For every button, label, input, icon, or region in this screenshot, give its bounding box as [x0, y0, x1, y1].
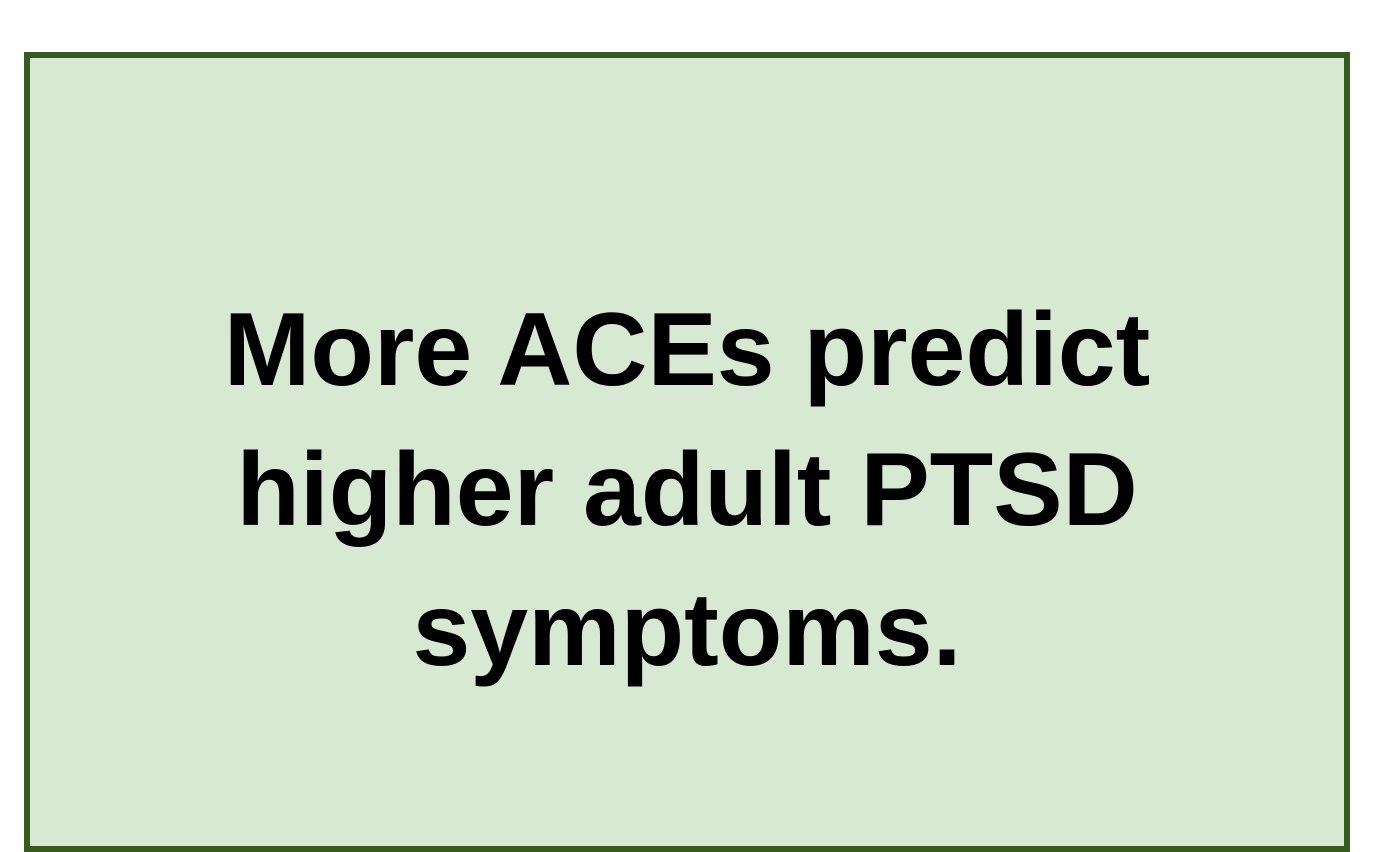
- box-text: More ACEs predict higher adult PTSD symp…: [223, 292, 1151, 688]
- page: {"box": {"text": "More ACEs predict high…: [24, 52, 1350, 852]
- text-box: More ACEs predict higher adult PTSD symp…: [24, 52, 1350, 852]
